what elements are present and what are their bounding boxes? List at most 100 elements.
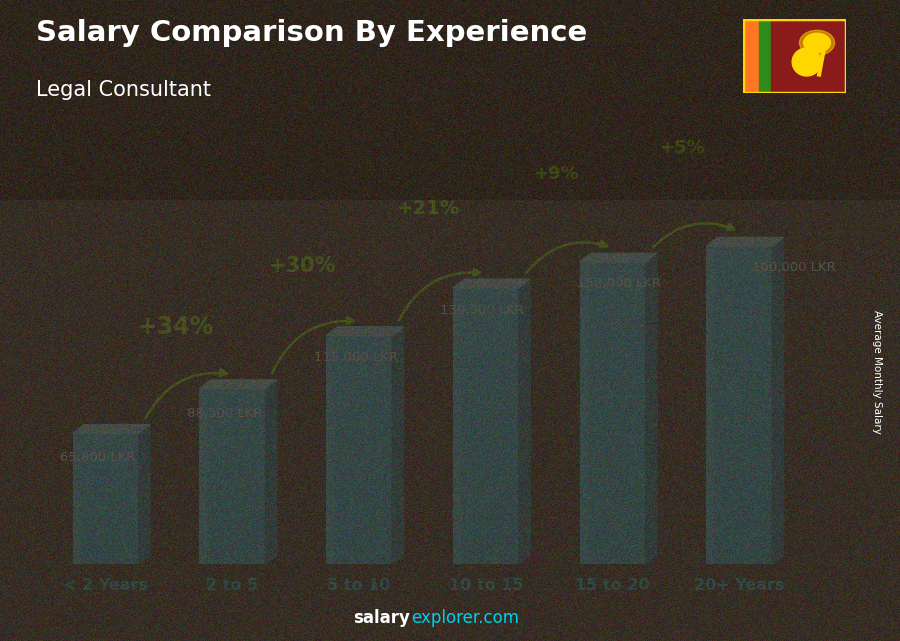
Bar xyxy=(200,490,266,494)
Bar xyxy=(580,474,645,481)
Bar xyxy=(73,443,139,446)
Bar xyxy=(453,370,518,378)
Bar xyxy=(453,544,518,550)
Bar xyxy=(326,387,392,393)
Bar xyxy=(200,551,266,555)
Text: +9%: +9% xyxy=(533,165,579,183)
Bar xyxy=(200,498,266,503)
Bar xyxy=(706,318,772,326)
Bar xyxy=(200,524,266,529)
Bar xyxy=(326,404,392,410)
Bar xyxy=(73,453,139,456)
Polygon shape xyxy=(453,279,530,288)
Bar xyxy=(453,364,518,370)
Polygon shape xyxy=(139,424,150,564)
Bar xyxy=(73,495,139,499)
Bar xyxy=(73,538,139,541)
Bar xyxy=(200,503,266,507)
Bar xyxy=(453,288,461,564)
Text: 65,800 LKR: 65,800 LKR xyxy=(60,451,136,464)
Bar xyxy=(200,560,266,564)
Bar xyxy=(706,349,772,358)
Polygon shape xyxy=(200,380,277,388)
Bar xyxy=(200,424,266,428)
Text: +21%: +21% xyxy=(397,199,461,219)
Bar xyxy=(706,358,772,365)
Bar xyxy=(706,365,772,373)
Bar xyxy=(200,428,266,433)
Bar xyxy=(706,429,772,437)
Bar xyxy=(759,19,771,93)
Bar xyxy=(326,393,392,399)
Bar xyxy=(326,530,392,535)
Bar xyxy=(326,535,392,541)
Bar xyxy=(326,381,392,387)
Polygon shape xyxy=(326,327,403,336)
Bar xyxy=(453,412,518,419)
Bar xyxy=(326,507,392,513)
Bar xyxy=(453,550,518,557)
Circle shape xyxy=(799,30,834,55)
Bar xyxy=(580,353,645,360)
Bar xyxy=(706,469,772,477)
Bar xyxy=(326,399,392,404)
Bar xyxy=(453,440,518,447)
Bar xyxy=(453,481,518,488)
Bar xyxy=(453,502,518,509)
Bar xyxy=(580,526,645,534)
Bar xyxy=(200,419,266,424)
Bar xyxy=(706,270,772,278)
Bar xyxy=(453,460,518,467)
Bar xyxy=(326,519,392,524)
Bar xyxy=(73,492,139,495)
Bar xyxy=(326,547,392,553)
Text: 152,000 LKR: 152,000 LKR xyxy=(577,277,662,290)
Bar xyxy=(453,529,518,537)
Bar xyxy=(73,460,139,463)
Bar xyxy=(326,376,392,381)
Bar xyxy=(580,451,645,458)
Bar xyxy=(326,353,392,358)
Bar xyxy=(200,441,266,445)
Bar xyxy=(580,534,645,542)
Bar xyxy=(73,531,139,535)
Bar xyxy=(580,262,645,270)
Bar xyxy=(73,486,139,489)
Bar xyxy=(453,322,518,329)
Bar xyxy=(706,437,772,445)
Text: Salary Comparison By Experience: Salary Comparison By Experience xyxy=(36,19,587,47)
Bar xyxy=(580,512,645,519)
Text: Average Monthly Salary: Average Monthly Salary xyxy=(872,310,883,434)
Bar xyxy=(706,413,772,421)
Bar xyxy=(200,388,266,393)
Bar xyxy=(73,437,139,440)
Bar xyxy=(326,524,392,530)
Bar xyxy=(580,285,645,292)
Text: 160,000 LKR: 160,000 LKR xyxy=(752,262,836,274)
Bar xyxy=(580,390,645,398)
Bar xyxy=(580,338,645,345)
Bar xyxy=(706,548,772,556)
Bar xyxy=(200,481,266,485)
Bar xyxy=(706,381,772,389)
Bar xyxy=(200,555,266,560)
Bar xyxy=(580,345,645,353)
Bar xyxy=(200,520,266,524)
Bar xyxy=(326,541,392,547)
Bar xyxy=(200,445,266,450)
Bar xyxy=(326,358,392,364)
Bar xyxy=(73,554,139,558)
Bar xyxy=(200,459,266,463)
Bar xyxy=(73,479,139,483)
Bar xyxy=(580,262,588,564)
Bar xyxy=(326,444,392,450)
Bar xyxy=(73,522,139,525)
Bar xyxy=(326,336,392,341)
Bar xyxy=(771,19,846,93)
Bar xyxy=(453,509,518,516)
Bar xyxy=(706,532,772,540)
Polygon shape xyxy=(518,279,530,564)
Bar xyxy=(200,538,266,542)
Bar xyxy=(580,444,645,451)
Bar xyxy=(453,315,518,322)
